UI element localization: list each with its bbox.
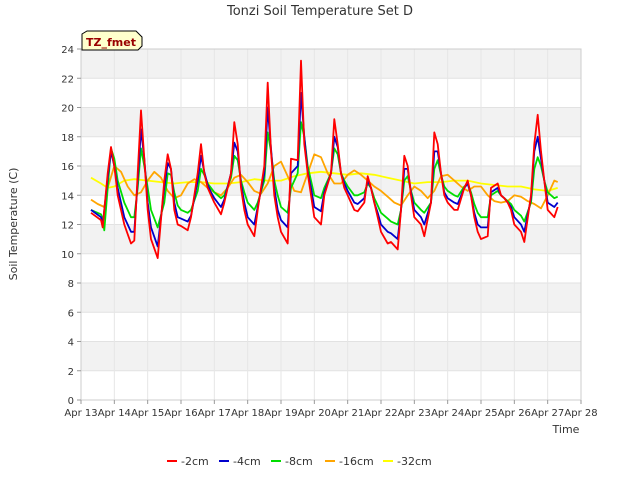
annotation-text: TZ_fmet — [86, 36, 136, 49]
series-line-2cmcm-depth — [90, 59, 559, 259]
x-tick-label: Apr 22 — [364, 408, 397, 419]
y-tick-label: 24 — [61, 45, 74, 56]
legend: -2cm -4cm -8cm -16cm -32cm — [167, 455, 432, 468]
legend-item: -4cm — [219, 455, 261, 468]
legend-item: -16cm — [325, 455, 374, 468]
legend-item: -2cm — [167, 455, 209, 468]
y-tick-label: 22 — [61, 74, 74, 85]
x-tick-label: Apr 27 — [531, 408, 564, 419]
x-tick-label: Apr 23 — [398, 408, 431, 419]
x-tick-label: Apr 17 — [198, 408, 231, 419]
legend-item: -8cm — [271, 455, 313, 468]
legend-label: -8cm — [285, 455, 313, 468]
y-tick-label: 8 — [68, 279, 74, 290]
background-band — [81, 283, 581, 313]
background-band — [81, 341, 581, 371]
series-line-8cmcm-depth — [90, 121, 559, 232]
legend-label: -32cm — [397, 455, 432, 468]
background-band — [81, 107, 581, 137]
background-band — [81, 224, 581, 254]
series-line-16cmcm-depth — [90, 153, 559, 210]
y-tick-label: 2 — [68, 367, 74, 378]
background-bands — [81, 49, 581, 371]
annotation-background — [81, 30, 143, 51]
y-tick-label: 6 — [68, 308, 74, 319]
y-tick-label: 4 — [68, 338, 74, 349]
y-tick-label: 20 — [61, 104, 74, 115]
x-tick-label: Apr 15 — [131, 408, 164, 419]
y-tick-label: 18 — [61, 133, 74, 144]
x-tick-label: Apr 25 — [464, 408, 497, 419]
x-tick-label: Apr 28 — [564, 408, 597, 419]
y-tick-label: 0 — [68, 396, 74, 407]
legend-item: -32cm — [383, 455, 432, 468]
series-line-32cmcm-depth — [90, 170, 558, 192]
x-tick-label: Apr 19 — [264, 408, 297, 419]
chart-title: Tonzi Soil Temperature Set D — [226, 4, 413, 19]
y-tick-label: 12 — [61, 221, 74, 232]
y-tick-label: 10 — [61, 250, 74, 261]
y-tick-label: 14 — [61, 191, 74, 202]
legend-label: -16cm — [339, 455, 374, 468]
legend-label: -4cm — [233, 455, 261, 468]
annotation-box: TZ_fmet — [81, 30, 143, 51]
y-tick-label: 16 — [61, 162, 74, 173]
x-tick-label: Apr 18 — [231, 408, 264, 419]
x-tick-label: Apr 24 — [431, 408, 464, 419]
x-tick-label: Apr 13 — [64, 408, 97, 419]
x-tick-label: Apr 21 — [331, 408, 364, 419]
x-tick-label: Apr 14 — [98, 408, 131, 419]
x-axis-ticks: Apr 13 Apr 14 Apr 15 Apr 16 Apr 17 Apr 18 Apr … — [64, 400, 598, 419]
x-tick-label: Apr 16 — [164, 408, 197, 419]
legend-label: -2cm — [181, 455, 209, 468]
background-band — [81, 49, 581, 79]
x-tick-label: Apr 20 — [298, 408, 331, 419]
y-axis-label: Soil Temperature (C) — [7, 168, 20, 281]
series-lines — [90, 59, 559, 259]
x-tick-label: Apr 26 — [498, 408, 531, 419]
x-axis-label: Time — [552, 423, 580, 436]
